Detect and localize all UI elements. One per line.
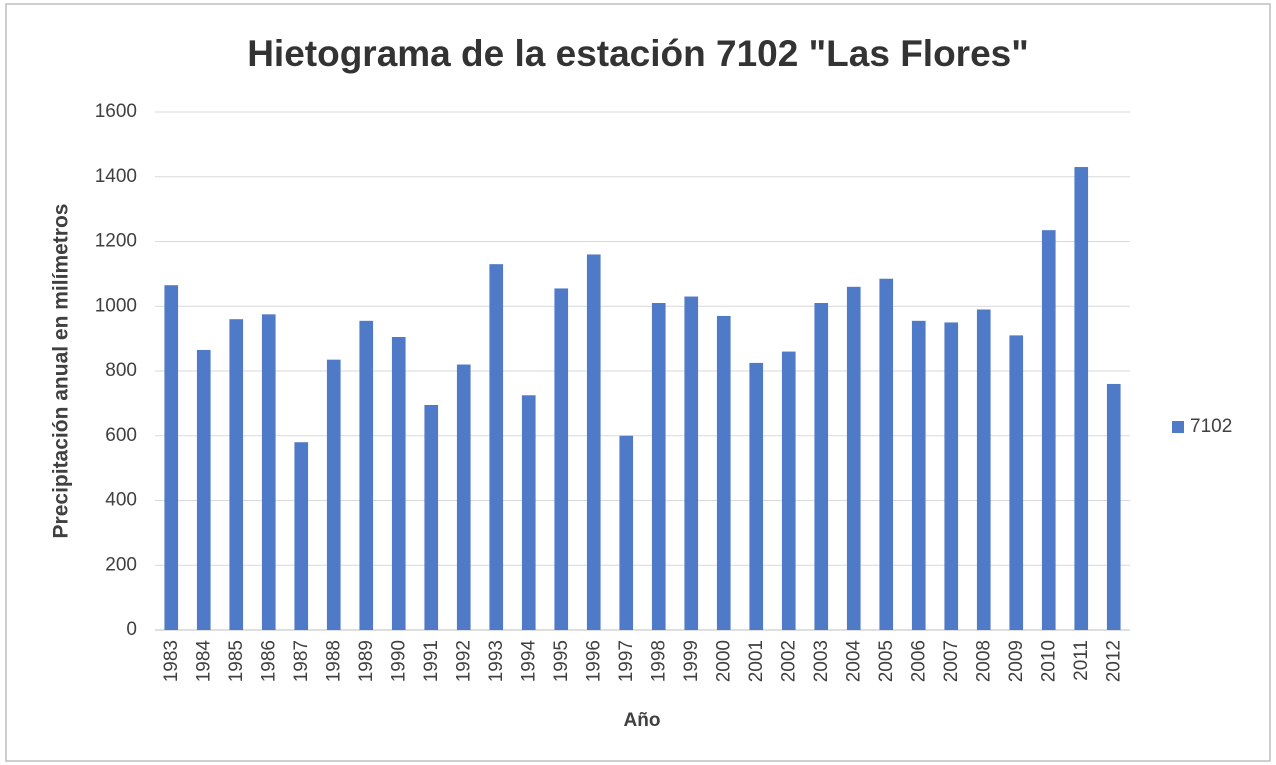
x-tick-label: 1999 xyxy=(681,640,702,682)
x-tick-label: 2009 xyxy=(1006,640,1027,682)
x-tick-label: 1984 xyxy=(193,640,214,683)
bar xyxy=(879,278,894,630)
y-tick-label: 400 xyxy=(105,490,137,511)
x-tick-label: 1989 xyxy=(356,640,377,682)
y-tick-label: 1600 xyxy=(95,101,137,122)
x-tick-label: 2008 xyxy=(973,640,994,682)
bar xyxy=(749,362,764,630)
x-tick-label: 2006 xyxy=(908,640,929,682)
x-tick-label: 2002 xyxy=(778,640,799,682)
x-tick-label: 2010 xyxy=(1038,640,1059,682)
bar xyxy=(391,337,406,630)
bar xyxy=(456,364,471,630)
bar xyxy=(554,288,569,630)
x-tick-label: 1991 xyxy=(421,640,442,682)
legend-swatch xyxy=(1172,421,1184,433)
legend-label: 7102 xyxy=(1190,416,1232,437)
bar xyxy=(261,314,276,630)
bar xyxy=(814,303,829,630)
bar xyxy=(846,286,861,630)
x-tick-label: 1998 xyxy=(648,640,669,682)
bar xyxy=(229,319,244,630)
y-tick-label: 0 xyxy=(126,619,137,640)
x-tick-label: 2007 xyxy=(941,640,962,682)
x-tick-label: 1983 xyxy=(161,640,182,682)
x-tick-label: 1996 xyxy=(583,640,604,682)
bar xyxy=(164,285,179,630)
bar xyxy=(586,254,601,630)
x-tick-label: 1992 xyxy=(453,640,474,682)
y-tick-label: 200 xyxy=(105,554,137,575)
bar xyxy=(294,442,309,630)
x-tick-label: 1988 xyxy=(323,640,344,682)
x-tick-label: 2001 xyxy=(746,640,767,682)
x-axis-label: Año xyxy=(624,710,661,731)
x-tick-label: 1986 xyxy=(258,640,279,682)
y-tick-label: 800 xyxy=(105,360,137,381)
x-tick-label: 2011 xyxy=(1071,640,1092,681)
y-tick-label: 1400 xyxy=(95,166,137,187)
bar xyxy=(781,351,796,630)
bar xyxy=(489,264,504,630)
x-tick-label: 2012 xyxy=(1103,640,1124,682)
bar xyxy=(424,404,439,630)
x-tick-label: 1995 xyxy=(551,640,572,682)
x-tick-label: 2003 xyxy=(811,640,832,682)
bar xyxy=(1074,167,1089,630)
x-tick-label: 2000 xyxy=(713,640,734,682)
bar xyxy=(619,435,634,630)
bar xyxy=(1106,383,1121,630)
chart-frame xyxy=(5,3,1271,762)
bar xyxy=(521,395,536,630)
y-tick-label: 1200 xyxy=(95,231,137,252)
x-tick-label: 1985 xyxy=(226,640,247,682)
x-tick-label: 2004 xyxy=(843,640,864,683)
bar xyxy=(944,322,959,630)
bar xyxy=(326,359,341,630)
bar xyxy=(684,296,699,630)
chart-title: Hietograma de la estación 7102 "Las Flor… xyxy=(247,33,1029,74)
y-axis-label: Precipitación anual en milímetros xyxy=(50,204,73,539)
x-tick-label: 2005 xyxy=(876,640,897,682)
bar xyxy=(359,320,374,630)
bar xyxy=(716,315,731,630)
x-tick-label: 1987 xyxy=(291,640,312,682)
bar xyxy=(976,309,991,630)
x-tick-label: 1993 xyxy=(486,640,507,682)
bar xyxy=(1041,230,1056,630)
y-tick-label: 1000 xyxy=(95,295,137,316)
x-tick-label: 1990 xyxy=(388,640,409,682)
bar xyxy=(1009,335,1024,630)
bar xyxy=(911,320,926,630)
x-tick-label: 1994 xyxy=(518,640,539,683)
x-tick-label: 1997 xyxy=(616,640,637,682)
y-tick-label: 600 xyxy=(105,425,137,446)
bar xyxy=(651,303,666,630)
bar xyxy=(196,349,211,630)
